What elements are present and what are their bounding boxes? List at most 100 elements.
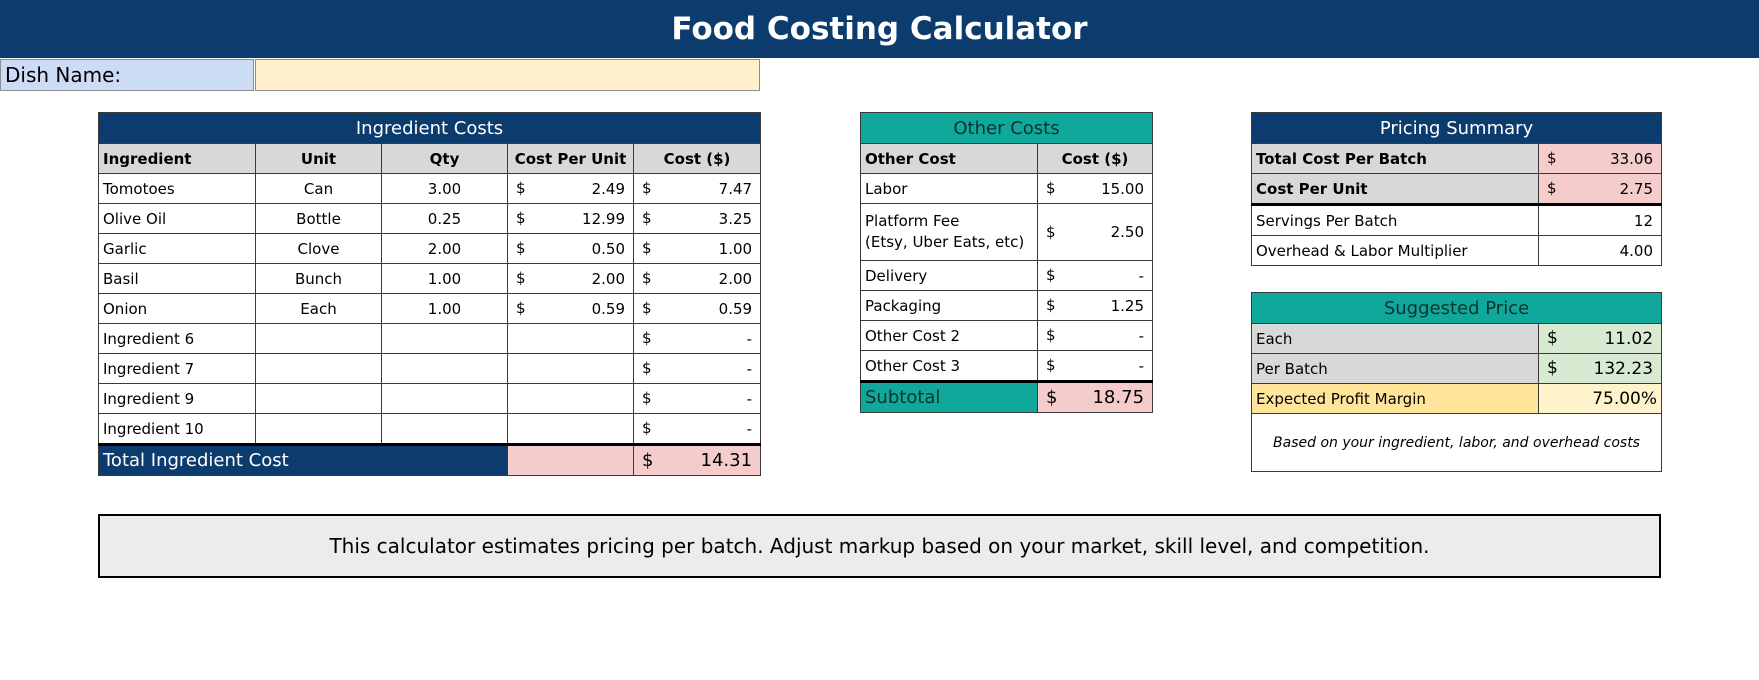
dish-name-input[interactable] (255, 59, 760, 91)
other-cost-value[interactable]: $ - (1036, 260, 1154, 291)
other-costs-header: Other Costs (859, 112, 1154, 144)
ingredient-qty[interactable]: 0.25 (381, 203, 508, 234)
servings-per-batch-value[interactable]: 12 (1537, 204, 1663, 236)
ingredient-column-headers: Ingredient Unit Qty Cost Per Unit Cost (… (98, 143, 762, 174)
subtotal-row: Subtotal $18.75 (860, 380, 1154, 413)
ingredient-name[interactable]: Olive Oil (98, 203, 256, 234)
col-ingredient: Ingredient (98, 143, 256, 174)
ingredient-qty[interactable]: 1.00 (381, 293, 508, 324)
ingredient-name[interactable]: Ingredient 9 (98, 383, 256, 414)
ingredient-qty[interactable] (381, 353, 508, 384)
col-unit: Unit (255, 143, 382, 174)
ingredient-unit[interactable] (255, 323, 382, 354)
price-each-value: $11.02 (1537, 323, 1663, 354)
ingredient-qty[interactable] (381, 413, 508, 445)
ingredient-qty[interactable] (381, 383, 508, 414)
ingredient-row: Onion Each 1.00 $0.59 $0.59 (98, 293, 762, 324)
ingredient-row: Ingredient 6 $ - (98, 323, 762, 354)
ingredient-unit[interactable]: Clove (255, 233, 382, 264)
ingredient-cost: $1.00 (632, 233, 762, 264)
other-cost-name: Other Cost 3 (860, 350, 1038, 382)
cost-per-unit-row: Cost Per Unit $2.75 (1251, 173, 1663, 206)
suggested-price-note: Based on your ingredient, labor, and ove… (1250, 413, 1663, 472)
ingredient-cost: $ - (632, 383, 762, 414)
ingredient-unit[interactable]: Can (255, 173, 382, 204)
ingredient-cost: $ - (632, 413, 762, 445)
other-cost-name: Platform Fee (Etsy, Uber Eats, etc) (860, 203, 1038, 261)
ingredient-costs-table: Ingredient Costs Ingredient Unit Qty Cos… (97, 112, 762, 476)
ingredient-qty[interactable]: 2.00 (381, 233, 508, 264)
ingredient-unit[interactable] (255, 413, 382, 445)
ingredient-unit[interactable] (255, 353, 382, 384)
ingredient-qty[interactable]: 3.00 (381, 173, 508, 204)
other-cost-row: Other Cost 3 $ - (860, 350, 1154, 382)
profit-margin-value[interactable]: 75.00% (1537, 383, 1663, 414)
ingredient-cost: $7.47 (632, 173, 762, 204)
overhead-multiplier-row: Overhead & Labor Multiplier 4.00 (1251, 235, 1663, 266)
other-cost-value[interactable]: $ - (1036, 350, 1154, 382)
subtotal-label: Subtotal (860, 380, 1038, 413)
ingredient-cost-per-unit[interactable]: $12.99 (507, 203, 634, 234)
cost-per-unit-value: $2.75 (1537, 173, 1663, 206)
ingredient-cost-per-unit[interactable]: $2.00 (507, 263, 634, 294)
ingredient-cost-per-unit[interactable] (507, 413, 634, 445)
ingredient-cost: $3.25 (632, 203, 762, 234)
servings-per-batch-label: Servings Per Batch (1251, 204, 1539, 236)
servings-per-batch-row: Servings Per Batch 12 (1251, 204, 1663, 236)
total-ingredient-spacer (507, 443, 634, 476)
ingredient-cost: $0.59 (632, 293, 762, 324)
col-qty: Qty (381, 143, 508, 174)
ingredient-cost-per-unit[interactable]: $0.50 (507, 233, 634, 264)
ingredient-qty[interactable] (381, 323, 508, 354)
ingredient-name[interactable]: Basil (98, 263, 256, 294)
ingredient-name[interactable]: Ingredient 7 (98, 353, 256, 384)
ingredient-row: Tomotoes Can 3.00 $2.49 $7.47 (98, 173, 762, 204)
other-cost-value[interactable]: $2.50 (1036, 203, 1154, 261)
total-cost-per-batch-label: Total Cost Per Batch (1251, 143, 1539, 174)
ingredient-qty[interactable]: 1.00 (381, 263, 508, 294)
ingredient-unit[interactable]: Bottle (255, 203, 382, 234)
ingredient-row: Basil Bunch 1.00 $2.00 $2.00 (98, 263, 762, 294)
other-cost-row: Packaging $1.25 (860, 290, 1154, 321)
footer-note: This calculator estimates pricing per ba… (98, 514, 1661, 578)
ingredient-name[interactable]: Ingredient 10 (98, 413, 256, 445)
col-other-cost: Other Cost (860, 143, 1038, 174)
profit-margin-row: Expected Profit Margin 75.00% (1251, 383, 1663, 414)
price-per-batch-label: Per Batch (1251, 353, 1539, 384)
price-per-batch-row: Per Batch $132.23 (1251, 353, 1663, 384)
ingredient-row: Ingredient 10 $ - (98, 413, 762, 445)
ingredient-name[interactable]: Garlic (98, 233, 256, 264)
price-per-batch-value: $132.23 (1537, 353, 1663, 384)
page-title: Food Costing Calculator (0, 0, 1759, 58)
col-cost-per-unit: Cost Per Unit (507, 143, 634, 174)
other-cost-row: Platform Fee (Etsy, Uber Eats, etc) $2.50 (860, 203, 1154, 261)
ingredient-row: Ingredient 9 $ - (98, 383, 762, 414)
ingredient-cost-per-unit[interactable] (507, 383, 634, 414)
ingredient-unit[interactable] (255, 383, 382, 414)
other-cost-value[interactable]: $1.25 (1036, 290, 1154, 321)
price-each-label: Each (1251, 323, 1539, 354)
ingredient-cost-per-unit[interactable] (507, 353, 634, 384)
other-cost-value[interactable]: $ - (1036, 320, 1154, 351)
ingredient-row: Olive Oil Bottle 0.25 $12.99 $3.25 (98, 203, 762, 234)
price-each-row: Each $11.02 (1251, 323, 1663, 354)
ingredient-cost-per-unit[interactable]: $2.49 (507, 173, 634, 204)
ingredient-unit[interactable]: Each (255, 293, 382, 324)
ingredient-cost-per-unit[interactable]: $0.59 (507, 293, 634, 324)
suggested-price-table: Suggested Price Each $11.02 Per Batch $1… (1250, 292, 1663, 472)
ingredient-name[interactable]: Ingredient 6 (98, 323, 256, 354)
ingredient-unit[interactable]: Bunch (255, 263, 382, 294)
ingredient-name[interactable]: Tomotoes (98, 173, 256, 204)
ingredient-cost-per-unit[interactable] (507, 323, 634, 354)
col-other-cost-value: Cost ($) (1036, 143, 1154, 174)
ingredient-row: Garlic Clove 2.00 $0.50 $1.00 (98, 233, 762, 264)
overhead-multiplier-value[interactable]: 4.00 (1537, 235, 1663, 266)
profit-margin-label: Expected Profit Margin (1251, 383, 1539, 414)
subtotal-value: $18.75 (1036, 380, 1154, 413)
other-cost-name: Delivery (860, 260, 1038, 291)
suggested-price-header: Suggested Price (1250, 292, 1663, 324)
other-cost-value[interactable]: $15.00 (1036, 173, 1154, 204)
ingredient-name[interactable]: Onion (98, 293, 256, 324)
total-cost-per-batch-row: Total Cost Per Batch $33.06 (1251, 143, 1663, 174)
col-cost: Cost ($) (632, 143, 762, 174)
